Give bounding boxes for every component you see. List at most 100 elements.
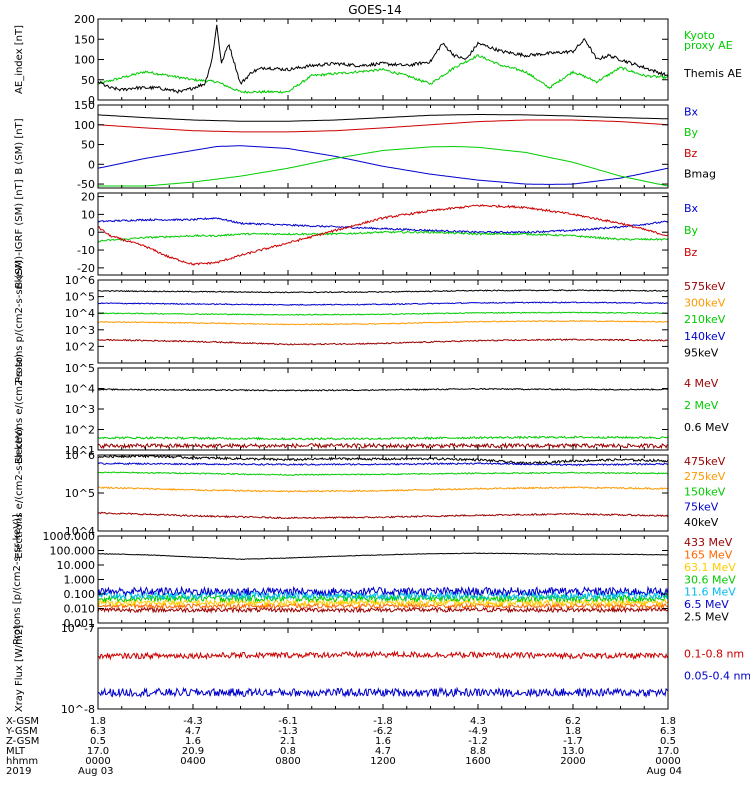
y-tick-label: -20 bbox=[77, 262, 95, 275]
legend-entry: Bz bbox=[684, 246, 698, 259]
y-tick-label: -10 bbox=[77, 244, 95, 257]
row-value: 4.3 bbox=[470, 716, 486, 727]
row-value: 17.0 bbox=[657, 746, 679, 757]
y-tick-label: 100 bbox=[74, 119, 95, 132]
legend-entry: 30.6 MeV bbox=[684, 573, 736, 586]
y-tick-label: 10^6 bbox=[65, 449, 95, 462]
legend-entry: 140keV bbox=[684, 330, 726, 343]
row-value: 0.8 bbox=[280, 746, 296, 757]
y-tick-label: 0.001 bbox=[64, 617, 96, 630]
legend-entry: 475keV bbox=[684, 455, 726, 468]
panel-5: Electrons e/(cm2-s-sr) 10^1 10^2 10^3 10^4 10… bbox=[14, 354, 729, 464]
legend-entry: 11.6 MeV bbox=[684, 586, 736, 599]
series-11-6-mev bbox=[97, 589, 669, 601]
row-label-mlt: MLT bbox=[6, 746, 26, 757]
series-150kev bbox=[97, 471, 669, 477]
legend-entry: 95keV bbox=[684, 346, 719, 359]
y-tick-label: 10^-8 bbox=[61, 703, 95, 716]
legend: 0.1-0.8 nm 0.05-0.4 nm bbox=[684, 648, 750, 683]
y-tick-label: 10^4 bbox=[65, 525, 95, 538]
series-0-05-0-4-nm bbox=[97, 686, 669, 699]
series-75kev bbox=[97, 462, 669, 467]
series-575kev bbox=[97, 338, 669, 346]
series-63-1-mev bbox=[97, 598, 669, 608]
y-tick-label: 20 bbox=[81, 191, 95, 204]
y-tick-label: -50 bbox=[77, 178, 95, 191]
series-2-5-mev bbox=[97, 552, 669, 561]
y-tick-label: 150 bbox=[74, 33, 95, 46]
legend-entry: 433 MeV bbox=[684, 536, 733, 549]
series-group bbox=[97, 552, 669, 614]
series-bz bbox=[97, 204, 669, 266]
y-tick-label: 100.000 bbox=[50, 545, 96, 558]
legend-entry: By bbox=[684, 126, 699, 139]
y-tick-label: 0.010 bbox=[64, 603, 96, 616]
series-group bbox=[97, 650, 669, 699]
y-tick-label: 10^4 bbox=[65, 307, 95, 320]
y-tick-label: 10^4 bbox=[65, 383, 95, 396]
legend-entry: 300keV bbox=[684, 297, 726, 310]
legend-entry: Kyoto bbox=[684, 29, 715, 42]
row-value: -1.8 bbox=[373, 716, 393, 727]
legend-entry: 4 MeV bbox=[684, 377, 719, 390]
row-value: -6.1 bbox=[278, 716, 298, 727]
series-2-mev bbox=[97, 435, 669, 441]
y-tick-label: 10^1 bbox=[65, 444, 95, 457]
row-value: 1.8 bbox=[90, 716, 106, 727]
panel-frame bbox=[97, 18, 669, 101]
row-value: 4.7 bbox=[375, 746, 391, 757]
legend-entry: 63.1 MeV bbox=[684, 561, 736, 574]
legend-entry: 2 MeV bbox=[684, 399, 719, 412]
y-tick-label: 1000.000 bbox=[43, 530, 96, 543]
y-tick-label: 0.100 bbox=[64, 588, 96, 601]
legend-entry: 2.5 MeV bbox=[684, 611, 729, 624]
row-value: 0800 bbox=[275, 756, 300, 767]
y-axis-label: Protons [p/(cm2-s-sr-keV)] bbox=[12, 514, 23, 645]
y-axis-label: AE_index [nT] bbox=[14, 25, 25, 94]
row-value: 1200 bbox=[370, 756, 395, 767]
legend-entry: Themis AE bbox=[683, 67, 742, 80]
series-275kev bbox=[97, 486, 669, 493]
series-6-5-mev bbox=[97, 585, 669, 598]
y-tick-label: 10^3 bbox=[65, 403, 95, 416]
y-axis-label: B (SM) [nT] bbox=[14, 118, 25, 174]
legend-entry: 165 MeV bbox=[684, 548, 733, 561]
panel-6: Electrons e/(cm2-s-sr-keV) 10^4 10^5 10^6 47… bbox=[14, 427, 726, 559]
row-value: 4.7 bbox=[185, 726, 201, 737]
row-value: -1.2 bbox=[468, 736, 488, 747]
plot-title: GOES-14 bbox=[348, 3, 402, 17]
row-value: 0000 bbox=[85, 756, 110, 767]
row-value: 2.1 bbox=[280, 736, 296, 747]
y-axis-label: Electrons e/(cm2-s-sr) bbox=[14, 354, 25, 464]
series-by bbox=[98, 146, 669, 187]
series-bx bbox=[97, 217, 669, 234]
series-themis-ae bbox=[97, 24, 669, 94]
legend-entry: 0.05-0.4 nm bbox=[684, 670, 750, 683]
row-value: 0000 bbox=[655, 756, 680, 767]
y-tick-label: 10^2 bbox=[65, 340, 95, 353]
y-tick-label: 10^5 bbox=[65, 362, 95, 375]
row-label-x-gsm: X-GSM bbox=[6, 716, 39, 727]
row-value: 6.3 bbox=[90, 726, 106, 737]
row-label-hhmm: hhmm bbox=[6, 756, 38, 767]
row-value: 0400 bbox=[180, 756, 205, 767]
y-tick-label: 10^-7 bbox=[61, 622, 95, 635]
y-tick-label: 200 bbox=[74, 13, 95, 26]
series-95kev bbox=[97, 289, 669, 294]
legend-entry: 40keV bbox=[684, 516, 719, 529]
series-kyoto-proxy-ae bbox=[97, 54, 669, 94]
legend-entry: 6.5 MeV bbox=[684, 598, 729, 611]
y-tick-label: 10^6 bbox=[65, 274, 95, 287]
row-value: 6.2 bbox=[565, 716, 581, 727]
y-axis-label: Electrons e/(cm2-s-sr-keV) bbox=[14, 427, 25, 559]
panel-frame bbox=[97, 454, 669, 532]
series-475kev bbox=[97, 511, 669, 520]
y-tick-label: 10 bbox=[81, 208, 95, 221]
series-210kev bbox=[97, 311, 669, 316]
row-label-y-gsm: Y-GSM bbox=[5, 726, 38, 737]
